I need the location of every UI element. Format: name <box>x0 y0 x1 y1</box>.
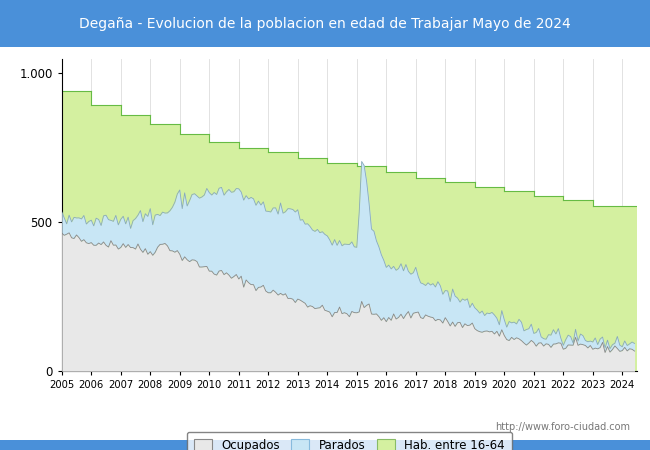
Text: http://www.foro-ciudad.com: http://www.foro-ciudad.com <box>495 422 630 432</box>
Legend: Ocupados, Parados, Hab. entre 16-64: Ocupados, Parados, Hab. entre 16-64 <box>187 432 512 450</box>
Text: Degaña - Evolucion de la poblacion en edad de Trabajar Mayo de 2024: Degaña - Evolucion de la poblacion en ed… <box>79 17 571 31</box>
